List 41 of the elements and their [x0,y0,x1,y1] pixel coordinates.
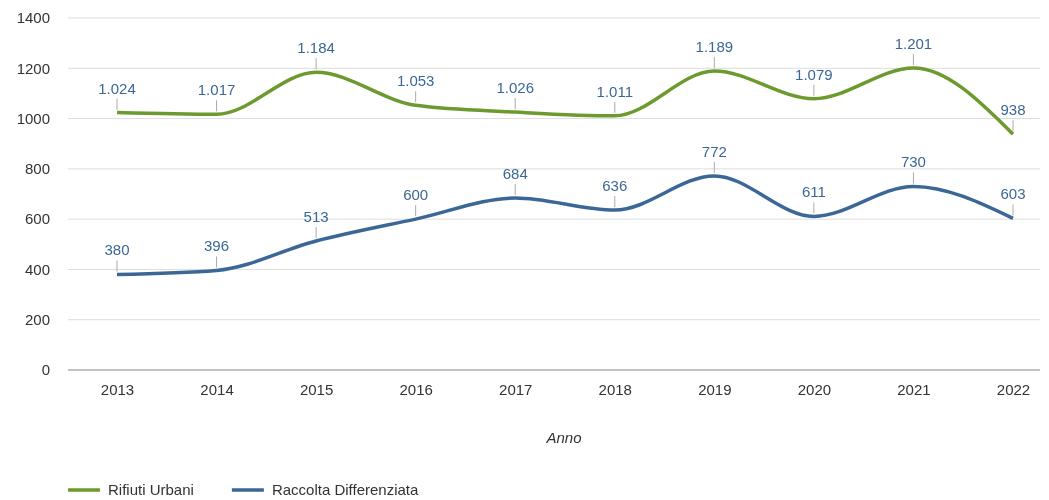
x-tick-label: 2015 [299,380,334,398]
data-label: 684 [502,165,528,183]
data-label: 1.011 [596,82,633,100]
x-tick-label: 2018 [598,380,632,398]
x-tick-label: 2021 [897,380,931,398]
x-tick-label: 2019 [698,380,732,398]
x-tick-label: 2022 [996,380,1031,398]
x-tick-label: 2020 [797,380,832,398]
data-label: 513 [303,208,329,226]
data-label: 600 [403,186,429,204]
y-tick-label: 800 [24,160,50,178]
data-label: 636 [602,177,628,195]
y-tick-label: 600 [24,210,50,228]
data-label: 1.053 [396,72,435,90]
data-label: 1.026 [496,79,534,97]
data-label: 1.201 [894,35,933,53]
data-label: 603 [1000,185,1026,203]
legend-label: Rifiuti Urbani [108,481,194,498]
data-label: 730 [900,153,926,171]
y-tick-label: 1400 [16,9,50,27]
data-label: 1.189 [695,38,734,56]
data-label: 380 [104,241,130,259]
x-tick-label: 2013 [100,380,135,398]
x-axis-title: Anno [545,429,582,446]
data-label: 1.184 [297,39,335,57]
x-tick-label: 2017 [499,380,533,398]
x-tick-label: 2014 [200,380,234,398]
y-tick-label: 0 [41,361,50,379]
data-label: 1.017 [197,81,236,99]
data-label: 1.079 [795,65,833,83]
data-label: 772 [701,142,727,160]
y-tick-label: 1200 [16,59,50,77]
data-label: 1.024 [98,79,136,97]
y-tick-label: 200 [24,311,50,329]
x-tick-label: 2016 [399,380,433,398]
legend-label: Raccolta Differenziata [271,481,419,498]
y-tick-label: 1000 [16,109,50,127]
data-label: 938 [1000,101,1026,119]
y-tick-label: 400 [24,260,50,278]
data-label: 396 [204,237,230,255]
data-label: 611 [801,183,826,201]
